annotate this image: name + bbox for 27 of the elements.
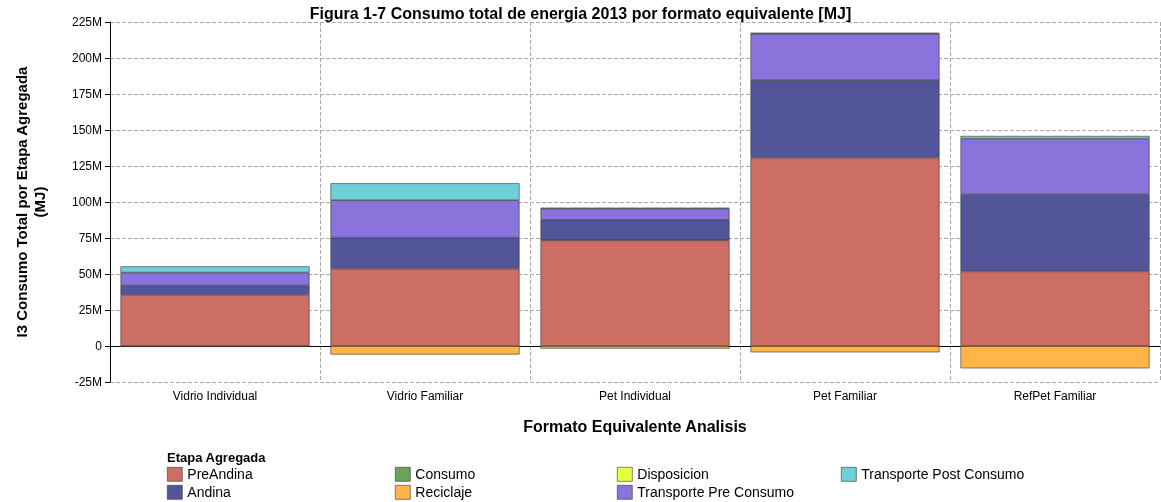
y-tick-label: 225M bbox=[71, 15, 102, 29]
y-tick-label: 125M bbox=[71, 159, 102, 173]
x-tick-label: Pet Individual bbox=[598, 389, 672, 403]
y-tick-label: -25M bbox=[74, 375, 102, 389]
legend-label: Transporte Pre Consumo bbox=[637, 484, 795, 501]
x-tick-label: RefPet Familiar bbox=[1013, 389, 1097, 403]
y-tick-label: 200M bbox=[71, 51, 102, 65]
y-tick-label: 150M bbox=[71, 123, 102, 137]
y-tick-label: 100M bbox=[71, 195, 102, 209]
y-tick-label: 25M bbox=[78, 303, 102, 317]
legend-label: Transporte Post Consumo bbox=[861, 466, 1025, 483]
x-axis-title: Formato Equivalente Analisis bbox=[523, 417, 747, 435]
legend-title: Etapa Agregada bbox=[167, 450, 267, 465]
x-tick-label: Vidrio Individual bbox=[172, 389, 258, 403]
y-tick-label: 175M bbox=[71, 87, 102, 101]
legend-label: Disposicion bbox=[637, 466, 709, 483]
chart-title: Figura 1-7 Consumo total de energia 2013 por formato equivalente [MJ] bbox=[309, 4, 852, 22]
legend-label: Consumo bbox=[415, 466, 476, 483]
y-tick-label: 0 bbox=[95, 339, 103, 353]
x-tick-label: Pet Familiar bbox=[812, 389, 878, 403]
x-tick-label: Vidrio Familiar bbox=[386, 389, 464, 403]
y-tick-label: 75M bbox=[78, 231, 102, 245]
legend-label: PreAndina bbox=[187, 466, 253, 483]
y-tick-label: 50M bbox=[78, 267, 102, 281]
legend-label: Reciclaje bbox=[415, 484, 473, 501]
legend-label: Andina bbox=[187, 484, 232, 501]
y-axis-title: I3 Consumo Total por Etapa Agregada (MJ) bbox=[12, 65, 48, 338]
